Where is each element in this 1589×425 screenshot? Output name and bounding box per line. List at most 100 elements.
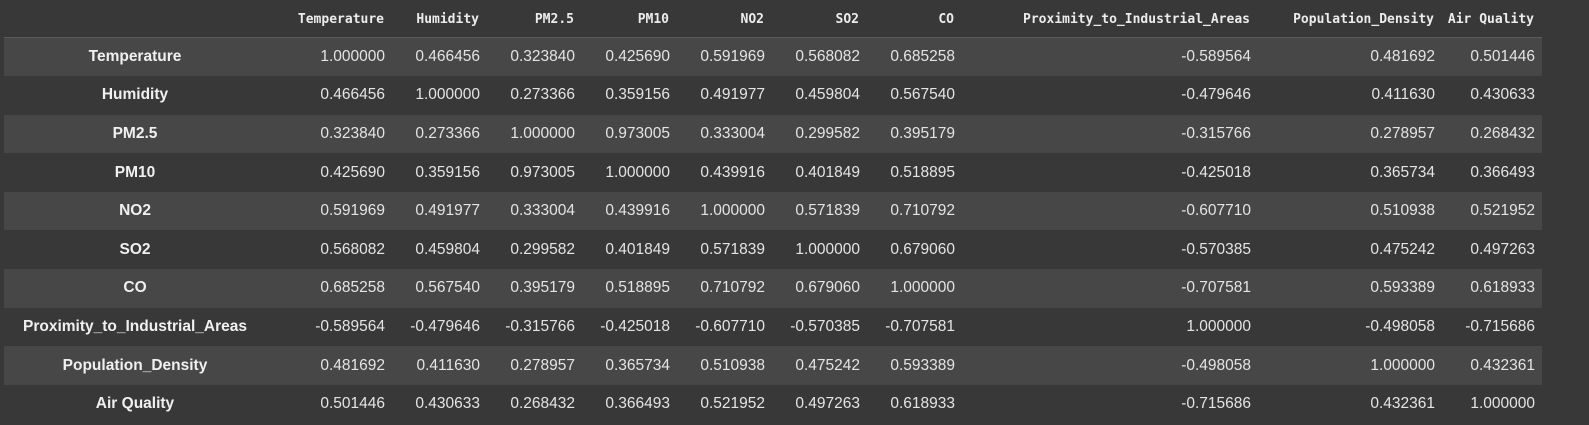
column-header: Air Quality — [1442, 2, 1542, 38]
table-row: PM2.5 0.323840 0.273366 1.000000 0.973005 0.3… — [4, 114, 1542, 154]
table-cell: -0.607710 — [695, 317, 765, 335]
column-header: Population_Density — [1258, 2, 1442, 38]
header-row: Temperature Humidity PM2.5 PM10 NO2 SO2 CO Prox… — [4, 2, 1542, 38]
table-cell: 0.425690 — [320, 163, 385, 181]
row-index-label: Humidity — [101, 86, 169, 104]
table-cell: 0.359156 — [415, 163, 480, 181]
table-cell: 0.365734 — [605, 356, 670, 374]
table-cell: 0.459804 — [795, 86, 860, 104]
row-index-label: Population_Density — [62, 356, 208, 374]
row-index-label: NO2 — [119, 202, 151, 220]
table-cell: 1.000000 — [1470, 395, 1535, 413]
table-cell: 0.333004 — [700, 124, 765, 142]
table-cell: 1.000000 — [415, 86, 480, 104]
table-cell: 0.401849 — [605, 240, 670, 258]
table-row: Population_Density 0.481692 0.411630 0.2789… — [4, 346, 1542, 385]
table-cell: 0.411630 — [416, 356, 481, 374]
table-cell: 0.510938 — [1370, 202, 1435, 220]
row-index-label: SO2 — [119, 240, 151, 258]
table-row: CO 0.685258 0.567540 0.395179 0.518895 0.7107… — [4, 269, 1542, 308]
table-cell: 0.459804 — [415, 240, 480, 258]
table-cell: 1.000000 — [605, 163, 670, 181]
table-cell: 1.000000 — [700, 202, 765, 220]
table-cell: -0.715686 — [1465, 317, 1535, 335]
table-cell: 0.679060 — [795, 279, 860, 297]
table-row: NO2 0.591969 0.491977 0.333004 0.439916 1.000… — [4, 191, 1542, 231]
row-index-label: Temperature — [88, 48, 182, 66]
table-cell: 0.679060 — [890, 240, 955, 258]
table-cell: 0.278957 — [1370, 124, 1435, 142]
table-cell: 0.521952 — [700, 395, 765, 413]
table-row: Air Quality 0.501446 0.430633 0.268432 0.366… — [4, 384, 1542, 424]
table-cell: 0.685258 — [890, 48, 955, 66]
table-cell: 0.268432 — [510, 395, 575, 413]
table-cell: -0.315766 — [505, 317, 575, 335]
table-cell: 0.685258 — [320, 279, 385, 297]
column-header: Humidity — [392, 2, 487, 38]
table-cell: 0.430633 — [415, 395, 480, 413]
table-cell: 0.425690 — [605, 48, 670, 66]
table-cell: 0.710792 — [890, 202, 955, 220]
table-cell: 0.501446 — [320, 395, 385, 413]
table-cell: 0.475242 — [1370, 240, 1435, 258]
table-cell: 1.000000 — [510, 124, 575, 142]
table-cell: 0.268432 — [1470, 124, 1535, 142]
table-cell: -0.315766 — [1181, 124, 1251, 142]
table-cell: 0.466456 — [415, 48, 480, 66]
table-body: Temperature 1.000000 0.466456 0.323840 0.425… — [4, 37, 1542, 424]
table-cell: 0.439916 — [605, 202, 670, 220]
table-row: SO2 0.568082 0.459804 0.299582 0.401849 0.571… — [4, 230, 1542, 270]
table-cell: 0.510938 — [700, 356, 765, 374]
index-corner — [4, 2, 266, 38]
table-cell: -0.607710 — [1181, 202, 1251, 220]
table-cell: 0.481692 — [320, 356, 385, 374]
column-header: Temperature — [266, 2, 392, 38]
table-cell: 0.481692 — [1370, 48, 1435, 66]
table-cell: -0.498058 — [1365, 317, 1435, 335]
table-row: Humidity 0.466456 1.000000 0.273366 0.359156… — [4, 76, 1542, 115]
table-cell: 0.401849 — [795, 163, 860, 181]
table-cell: -0.707581 — [1181, 279, 1251, 297]
table-cell: 0.299582 — [510, 240, 575, 258]
column-header: SO2 — [772, 2, 867, 38]
table-cell: 0.497263 — [1470, 240, 1535, 258]
table-cell: 0.278957 — [510, 356, 575, 374]
table-cell: 0.567540 — [890, 86, 955, 104]
table-cell: -0.715686 — [1181, 395, 1251, 413]
table-cell: 0.618933 — [1470, 279, 1535, 297]
table-cell: 0.366493 — [1470, 163, 1535, 181]
table-cell: 0.273366 — [510, 86, 575, 104]
table-cell: 0.430633 — [1470, 86, 1535, 104]
table-cell: 0.432361 — [1470, 356, 1535, 374]
table-cell: -0.707581 — [885, 317, 955, 335]
table-cell: 0.299582 — [795, 124, 860, 142]
table-cell: 0.491977 — [415, 202, 480, 220]
table-cell: 0.568082 — [320, 240, 385, 258]
table-cell: 0.323840 — [510, 48, 575, 66]
column-header: PM2.5 — [487, 2, 582, 38]
row-index-label: Proximity_to_Industrial_Areas — [23, 317, 247, 335]
table-cell: -0.570385 — [790, 317, 860, 335]
table-cell: -0.425018 — [600, 317, 670, 335]
table-cell: 0.973005 — [510, 163, 575, 181]
table-cell: 0.973005 — [605, 124, 670, 142]
correlation-table: Temperature Humidity PM2.5 PM10 NO2 SO2 CO Prox… — [4, 2, 1542, 424]
table-cell: -0.425018 — [1181, 163, 1251, 181]
table-row: Temperature 1.000000 0.466456 0.323840 0.425… — [4, 37, 1542, 77]
table-cell: 0.497263 — [795, 395, 860, 413]
table-cell: 0.366493 — [605, 395, 670, 413]
table-cell: 0.518895 — [605, 279, 670, 297]
table-cell: 1.000000 — [890, 279, 955, 297]
table-cell: -0.479646 — [1181, 86, 1251, 104]
table-cell: 0.273366 — [415, 124, 480, 142]
row-index-label: Air Quality — [95, 395, 175, 413]
table-cell: 0.395179 — [890, 124, 955, 142]
table-cell: 0.333004 — [510, 202, 575, 220]
table-cell: 0.593389 — [1370, 279, 1435, 297]
table-cell: 0.710792 — [700, 279, 765, 297]
table-row: PM10 0.425690 0.359156 0.973005 1.000000 0.43… — [4, 153, 1542, 192]
table-cell: -0.589564 — [1181, 48, 1251, 66]
table-cell: 0.323840 — [320, 124, 385, 142]
column-header: NO2 — [677, 2, 772, 38]
